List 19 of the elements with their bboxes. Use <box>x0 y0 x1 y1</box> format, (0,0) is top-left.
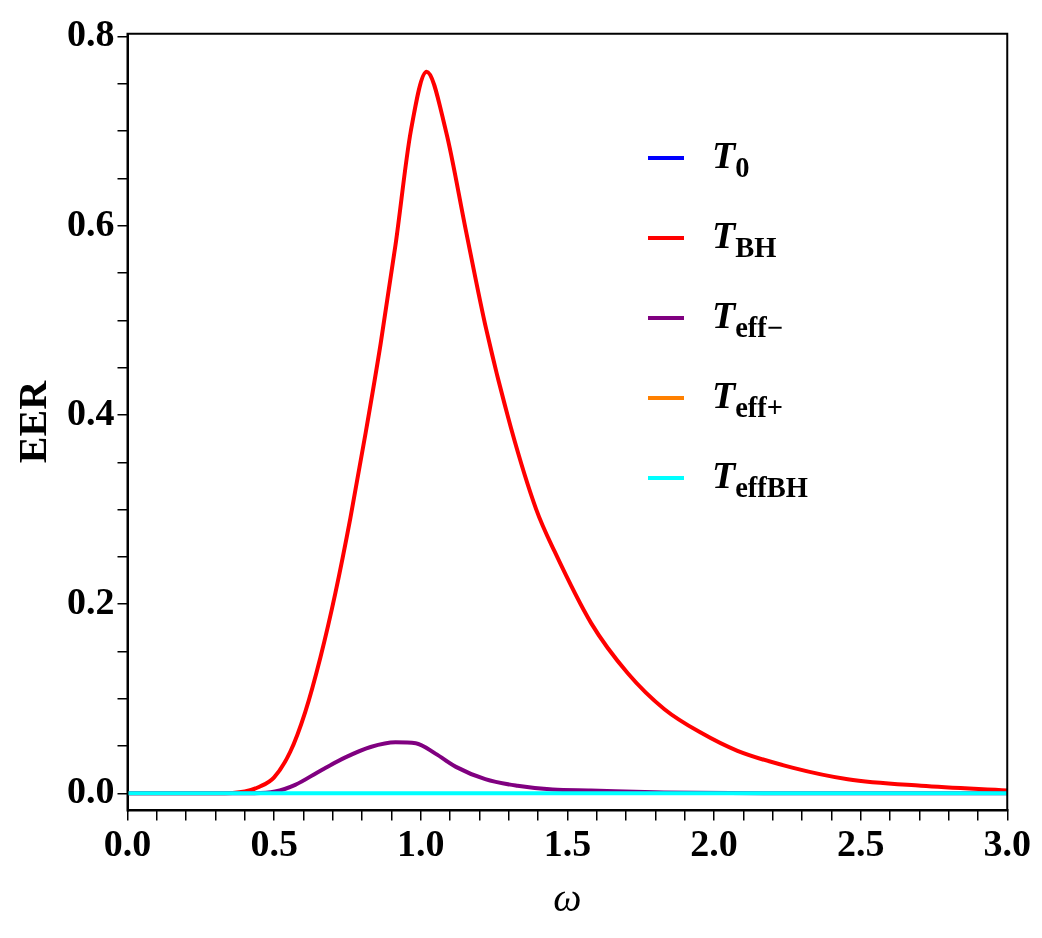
x-tick-label: 2.0 <box>690 822 738 865</box>
y-tick-label: 0.6 <box>67 201 115 244</box>
y-tick-label: 0.2 <box>67 580 115 622</box>
legend-label: T$_{effBH}$ <box>712 452 809 504</box>
x-tick-label: 1.0 <box>397 822 445 865</box>
y-tick-label: 0.4 <box>67 390 115 433</box>
legend-label: T$_{eff−}$ <box>712 292 784 344</box>
x-tick-label: 3.0 <box>983 822 1031 865</box>
y-tick-label: 0.8 <box>67 12 115 55</box>
x-tick-label: 2.5 <box>836 822 885 865</box>
x-tick-label: 1.5 <box>543 822 592 865</box>
x-tick-label: 0.5 <box>250 822 298 865</box>
x-axis-title: ω <box>553 874 582 920</box>
y-axis-title: EER <box>10 379 56 464</box>
y-tick-label: 0.0 <box>67 769 115 812</box>
x-tick-label: 0.0 <box>103 822 152 865</box>
legend-label: T$_{0}$ <box>712 132 750 184</box>
legend-label: T$_{BH}$ <box>712 212 777 264</box>
legend-label: T$_{eff+}$ <box>712 372 784 424</box>
